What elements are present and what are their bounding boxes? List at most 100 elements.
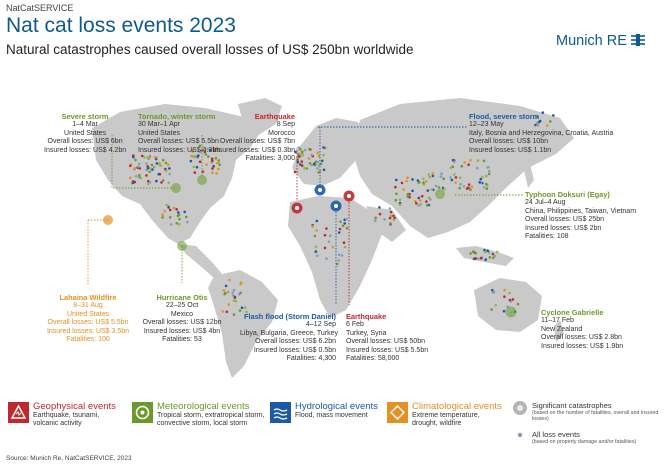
- loss-event-dot: [469, 188, 472, 191]
- loss-event-dot: [535, 115, 539, 119]
- loss-event-dot: [392, 214, 395, 218]
- loss-event-dot: [440, 172, 443, 175]
- loss-event-dot: [155, 162, 159, 165]
- loss-event-dot: [465, 187, 469, 190]
- loss-event-dot: [474, 251, 478, 255]
- loss-event-dot: [425, 204, 429, 207]
- loss-event-dot: [217, 167, 220, 171]
- loss-event-dot: [443, 187, 446, 191]
- loss-event-dot: [299, 148, 302, 151]
- loss-event-dot: [231, 291, 235, 294]
- loss-event-dot: [145, 174, 148, 177]
- loss-event-dot: [427, 173, 431, 176]
- loss-event-dot: [212, 164, 215, 168]
- loss-event-dot: [232, 313, 236, 316]
- loss-event-dot: [211, 167, 214, 170]
- loss-event-dot: [314, 245, 318, 249]
- loss-event-dot: [325, 257, 328, 261]
- loss-event-dot: [168, 172, 171, 176]
- legend-significant: Significant catastrophes (based on the n…: [532, 401, 659, 423]
- loss-event-dot: [158, 161, 161, 165]
- loss-event-dot: [315, 254, 319, 258]
- loss-event-dot: [298, 155, 301, 158]
- event-cyclone-gabrielle: Cyclone Gabrielle 11–17 Feb New Zealand …: [541, 308, 624, 350]
- loss-event-dot: [406, 192, 410, 196]
- all-loss-event-dots: [129, 111, 555, 316]
- event-tornado: Tornado, winter storm 30 Mar–1 Apr Unite…: [138, 112, 221, 154]
- loss-event-dot: [225, 310, 229, 314]
- loss-event-dot: [186, 220, 189, 224]
- loss-event-dot: [168, 167, 171, 170]
- loss-event-dot: [148, 166, 152, 170]
- legend-geophysical: Geophysical events Earthquake, tsunami, …: [33, 401, 116, 427]
- loss-event-dot: [221, 310, 225, 313]
- loss-event-dot: [301, 150, 304, 153]
- loss-event-dot: [402, 188, 405, 191]
- loss-event-dot: [454, 176, 458, 179]
- loss-event-dot: [394, 185, 397, 189]
- asia: [352, 98, 574, 238]
- europe: [292, 118, 366, 186]
- loss-event-dot: [134, 174, 138, 178]
- loss-event-dot: [389, 222, 392, 225]
- loss-event-dot: [458, 176, 462, 180]
- loss-event-dot: [214, 156, 218, 160]
- loss-event-dot: [462, 185, 466, 188]
- loss-event-dot: [405, 179, 409, 183]
- loss-event-dot: [392, 218, 396, 221]
- page-title: Nat cat loss events 2023: [6, 14, 236, 37]
- geophysical-icon: [8, 402, 29, 423]
- loss-event-dot: [139, 176, 143, 180]
- loss-event-dot: [169, 223, 173, 226]
- loss-event-dot: [151, 168, 154, 171]
- loss-event-dot: [145, 162, 148, 165]
- loss-event-dot: [147, 182, 150, 186]
- loss-event-dot: [203, 150, 207, 154]
- loss-event-dot: [430, 188, 434, 191]
- loss-event-dot: [164, 161, 168, 165]
- loss-event-dot: [211, 159, 214, 163]
- loss-event-dot: [177, 213, 181, 217]
- loss-event-dot: [204, 153, 208, 156]
- loss-event-dot: [321, 159, 324, 163]
- loss-event-dot: [158, 163, 161, 167]
- loss-event-dot: [133, 180, 137, 184]
- loss-event-dot: [536, 124, 540, 127]
- loss-event-dot: [168, 208, 172, 212]
- loss-event-dot: [492, 290, 496, 294]
- loss-event-dot: [474, 257, 477, 260]
- loss-event-dot: [442, 177, 446, 180]
- loss-event-dot: [395, 178, 398, 182]
- loss-event-dot: [190, 154, 193, 158]
- loss-event-dot: [345, 226, 349, 230]
- loss-event-dot: [491, 256, 495, 260]
- loss-event-dot: [485, 182, 488, 186]
- loss-event-dot: [419, 202, 423, 206]
- loss-event-dot: [316, 167, 319, 170]
- loss-event-dot: [452, 173, 456, 176]
- loss-event-dot: [378, 212, 382, 216]
- loss-event-dot: [172, 206, 176, 210]
- loss-event-dot: [161, 213, 164, 216]
- loss-event-dot: [424, 180, 428, 183]
- loss-event-dot: [161, 158, 165, 162]
- loss-event-dot: [411, 189, 414, 193]
- loss-event-dot: [215, 146, 219, 150]
- loss-event-dot: [138, 173, 141, 177]
- loss-event-dot: [178, 222, 181, 226]
- loss-event-dot: [452, 160, 456, 164]
- loss-event-dot: [545, 124, 549, 127]
- loss-event-dot: [148, 180, 152, 184]
- loss-event-dot: [161, 216, 164, 219]
- event-flood-italy: Flood, severe storm 12–23 May Italy, Bos…: [469, 112, 614, 154]
- new-zealand: [554, 320, 564, 342]
- loss-event-dot: [460, 164, 464, 168]
- loss-event-dot: [183, 210, 186, 214]
- page-subtitle: Natural catastrophes caused overall loss…: [6, 42, 414, 57]
- source-note: Source: Munich Re, NatCatSERVICE, 2023: [6, 455, 132, 462]
- loss-event-dot: [491, 252, 495, 256]
- loss-event-dot: [209, 148, 212, 152]
- loss-event-dot: [478, 181, 482, 184]
- loss-event-dot: [322, 146, 325, 149]
